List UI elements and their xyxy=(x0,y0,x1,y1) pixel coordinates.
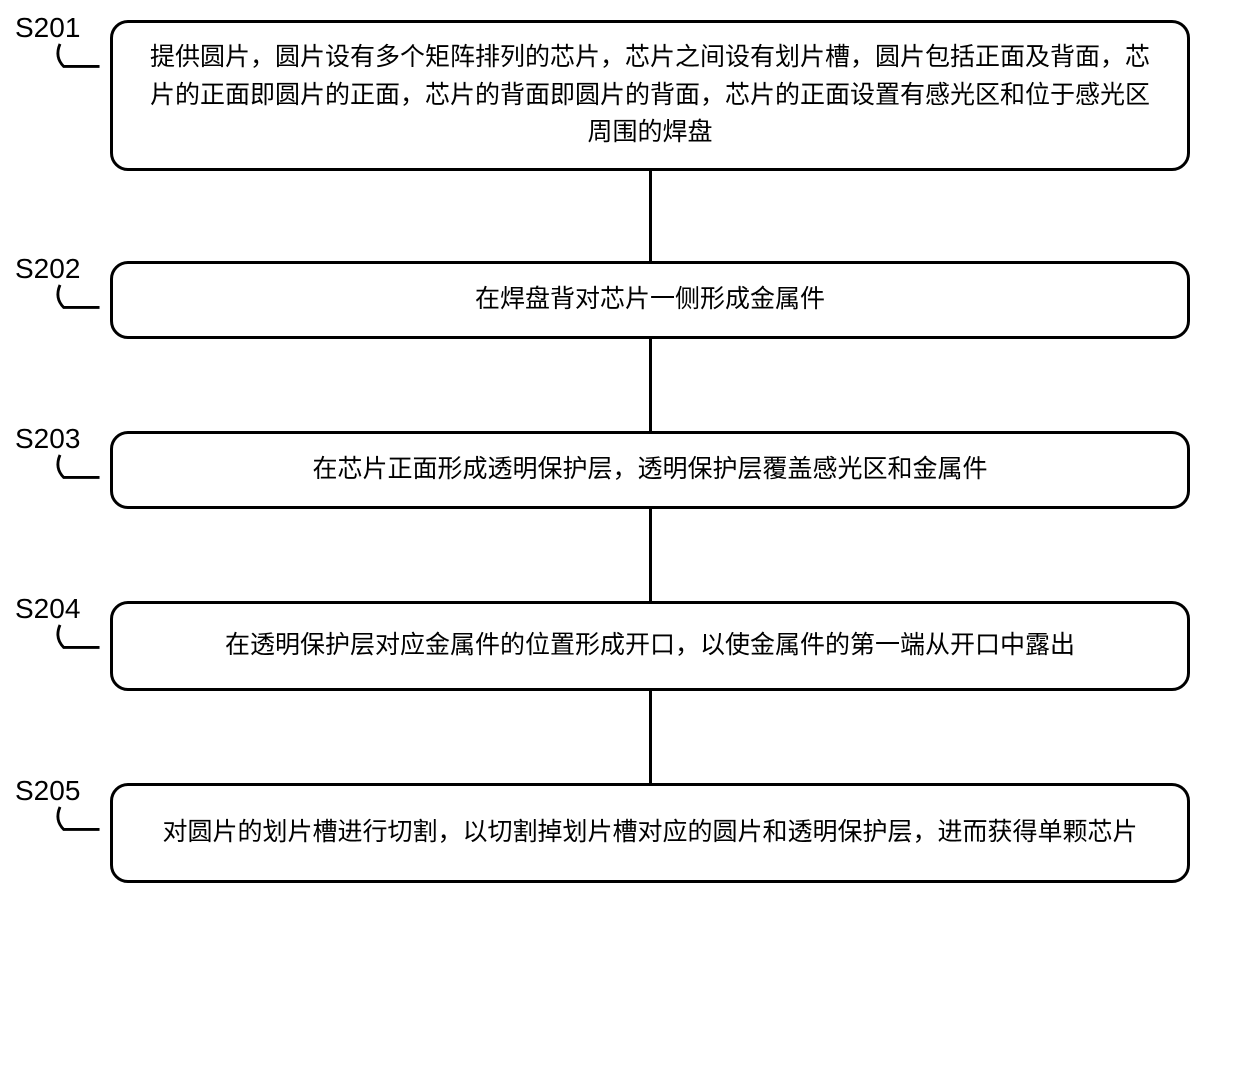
step-container-5: S205 对圆片的划片槽进行切割，以切割掉划片槽对应的圆片和透明保护层，进而获得… xyxy=(0,783,1240,883)
flowchart-container: S201 提供圆片，圆片设有多个矩阵排列的芯片，芯片之间设有划片槽，圆片包括正面… xyxy=(0,20,1240,883)
label-connector-5 xyxy=(52,805,100,837)
step-container-3: S203 在芯片正面形成透明保护层，透明保护层覆盖感光区和金属件 xyxy=(0,431,1240,509)
step-box-5: 对圆片的划片槽进行切割，以切割掉划片槽对应的圆片和透明保护层，进而获得单颗芯片 xyxy=(110,783,1190,883)
step-label-2: S202 xyxy=(15,253,80,285)
connector-1 xyxy=(649,171,652,261)
step-box-4: 在透明保护层对应金属件的位置形成开口，以使金属件的第一端从开口中露出 xyxy=(110,601,1190,691)
step-text-2: 在焊盘背对芯片一侧形成金属件 xyxy=(475,281,825,319)
connector-3 xyxy=(649,509,652,601)
step-text-4: 在透明保护层对应金属件的位置形成开口，以使金属件的第一端从开口中露出 xyxy=(225,627,1075,665)
step-label-5: S205 xyxy=(15,775,80,807)
step-container-1: S201 提供圆片，圆片设有多个矩阵排列的芯片，芯片之间设有划片槽，圆片包括正面… xyxy=(0,20,1240,171)
connector-wrap-4 xyxy=(0,691,1240,783)
connector-wrap-3 xyxy=(0,509,1240,601)
step-container-2: S202 在焊盘背对芯片一侧形成金属件 xyxy=(0,261,1240,339)
step-container-4: S204 在透明保护层对应金属件的位置形成开口，以使金属件的第一端从开口中露出 xyxy=(0,601,1240,691)
step-box-3: 在芯片正面形成透明保护层，透明保护层覆盖感光区和金属件 xyxy=(110,431,1190,509)
label-connector-3 xyxy=(52,453,100,485)
connector-4 xyxy=(649,691,652,783)
step-label-3: S203 xyxy=(15,423,80,455)
connector-wrap-1 xyxy=(0,171,1240,261)
label-connector-4 xyxy=(52,623,100,655)
connector-wrap-2 xyxy=(0,339,1240,431)
label-connector-1 xyxy=(52,42,100,74)
step-label-4: S204 xyxy=(15,593,80,625)
step-box-2: 在焊盘背对芯片一侧形成金属件 xyxy=(110,261,1190,339)
step-text-1: 提供圆片，圆片设有多个矩阵排列的芯片，芯片之间设有划片槽，圆片包括正面及背面，芯… xyxy=(143,39,1157,152)
step-label-1: S201 xyxy=(15,12,80,44)
step-box-1: 提供圆片，圆片设有多个矩阵排列的芯片，芯片之间设有划片槽，圆片包括正面及背面，芯… xyxy=(110,20,1190,171)
step-text-3: 在芯片正面形成透明保护层，透明保护层覆盖感光区和金属件 xyxy=(312,451,987,489)
connector-2 xyxy=(649,339,652,431)
step-text-5: 对圆片的划片槽进行切割，以切割掉划片槽对应的圆片和透明保护层，进而获得单颗芯片 xyxy=(162,814,1137,852)
label-connector-2 xyxy=(52,283,100,315)
